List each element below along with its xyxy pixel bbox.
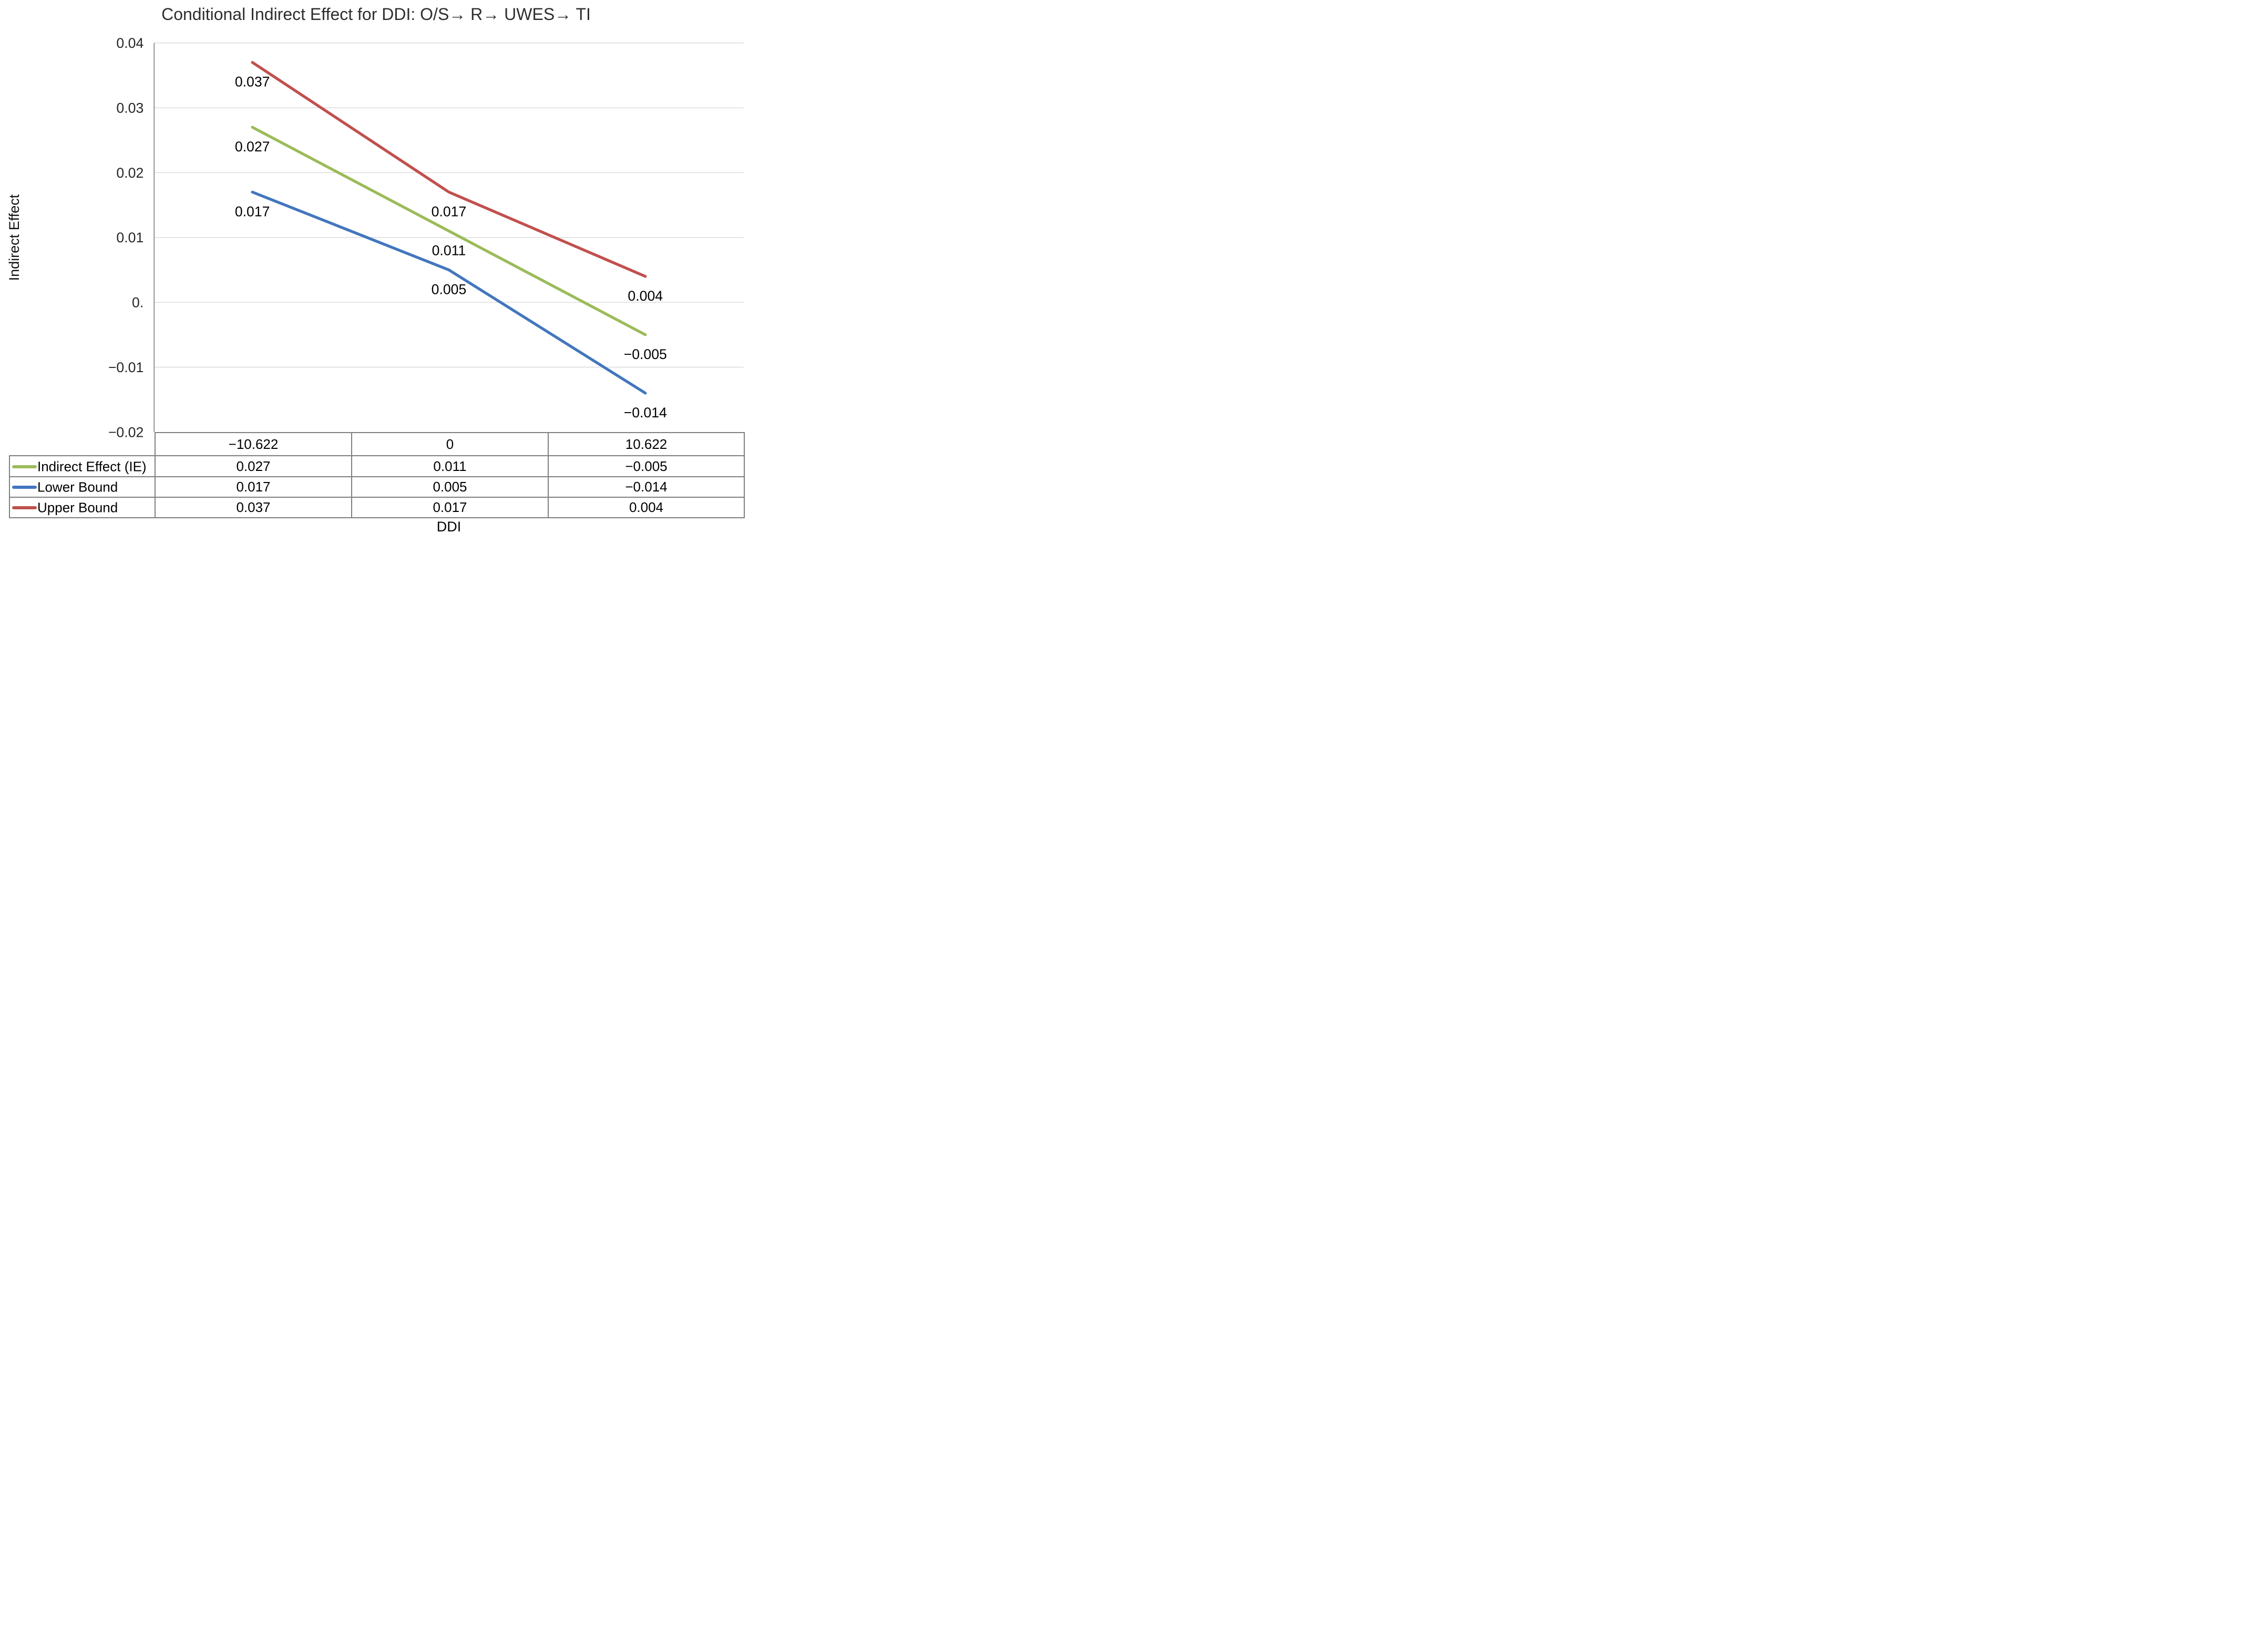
chart-title: Conditional Indirect Effect for DDI: O/S…	[161, 5, 591, 24]
legend-swatch-upper-bound-icon	[12, 506, 37, 510]
data-label: 0.004	[628, 288, 663, 304]
y-tick-label: 0.04	[116, 35, 143, 51]
x-category-header: 10.622	[548, 432, 745, 456]
y-tick-label: 0.	[132, 295, 143, 311]
y-tick-label: 0.03	[116, 100, 143, 116]
y-tick-label: 0.02	[116, 165, 143, 181]
chart-page: Conditional Indirect Effect for DDI: O/S…	[0, 0, 752, 551]
legend-label-lower-bound: Lower Bound	[37, 479, 118, 495]
table-row-lower-bound: Lower Bound 0.017 0.005 −0.014	[9, 476, 745, 498]
data-label: −0.014	[624, 405, 667, 420]
series-line	[251, 126, 647, 336]
legend-label-upper-bound: Upper Bound	[37, 499, 118, 516]
table-cell: −0.005	[548, 455, 745, 477]
legend-item-indirect-effect: Indirect Effect (IE)	[9, 455, 156, 477]
data-label: 0.011	[432, 242, 466, 258]
table-cell: 0.004	[548, 497, 745, 518]
table-header-row: −10.622 0 10.622	[9, 432, 745, 456]
table-corner-blank	[9, 433, 155, 456]
table-cell: 0.017	[351, 497, 549, 518]
series-line	[251, 190, 647, 395]
table-cell: −0.014	[548, 476, 745, 498]
data-label: 0.017	[235, 203, 270, 219]
data-label: 0.027	[235, 139, 270, 155]
table-cell: 0.027	[155, 455, 352, 477]
data-label: 0.037	[235, 74, 270, 90]
table-cell: 0.037	[155, 497, 352, 518]
legend-swatch-indirect-effect-icon	[12, 465, 37, 468]
data-label: −0.005	[624, 346, 667, 362]
legend-swatch-lower-bound-icon	[12, 486, 37, 489]
x-category-header: −10.622	[155, 432, 352, 456]
data-table: −10.622 0 10.622 Indirect Effect (IE) 0.…	[9, 432, 745, 518]
legend-label-indirect-effect: Indirect Effect (IE)	[37, 458, 147, 475]
data-label: 0.017	[432, 203, 467, 219]
y-axis-title: Indirect Effect	[6, 194, 22, 281]
x-category-header: 0	[351, 432, 549, 456]
table-row-upper-bound: Upper Bound 0.037 0.017 0.004	[9, 497, 745, 518]
legend-item-lower-bound: Lower Bound	[9, 476, 156, 498]
table-cell: 0.005	[351, 476, 549, 498]
y-tick-label: 0.01	[116, 230, 143, 245]
series-line	[251, 61, 647, 278]
table-row-indirect-effect: Indirect Effect (IE) 0.027 0.011 −0.005	[9, 455, 745, 477]
x-axis-title: DDI	[436, 519, 461, 535]
y-tick-label: −0.01	[108, 360, 143, 375]
data-label: 0.005	[432, 282, 467, 297]
table-cell: 0.017	[155, 476, 352, 498]
legend-item-upper-bound: Upper Bound	[9, 497, 156, 518]
table-cell: 0.011	[351, 455, 549, 477]
